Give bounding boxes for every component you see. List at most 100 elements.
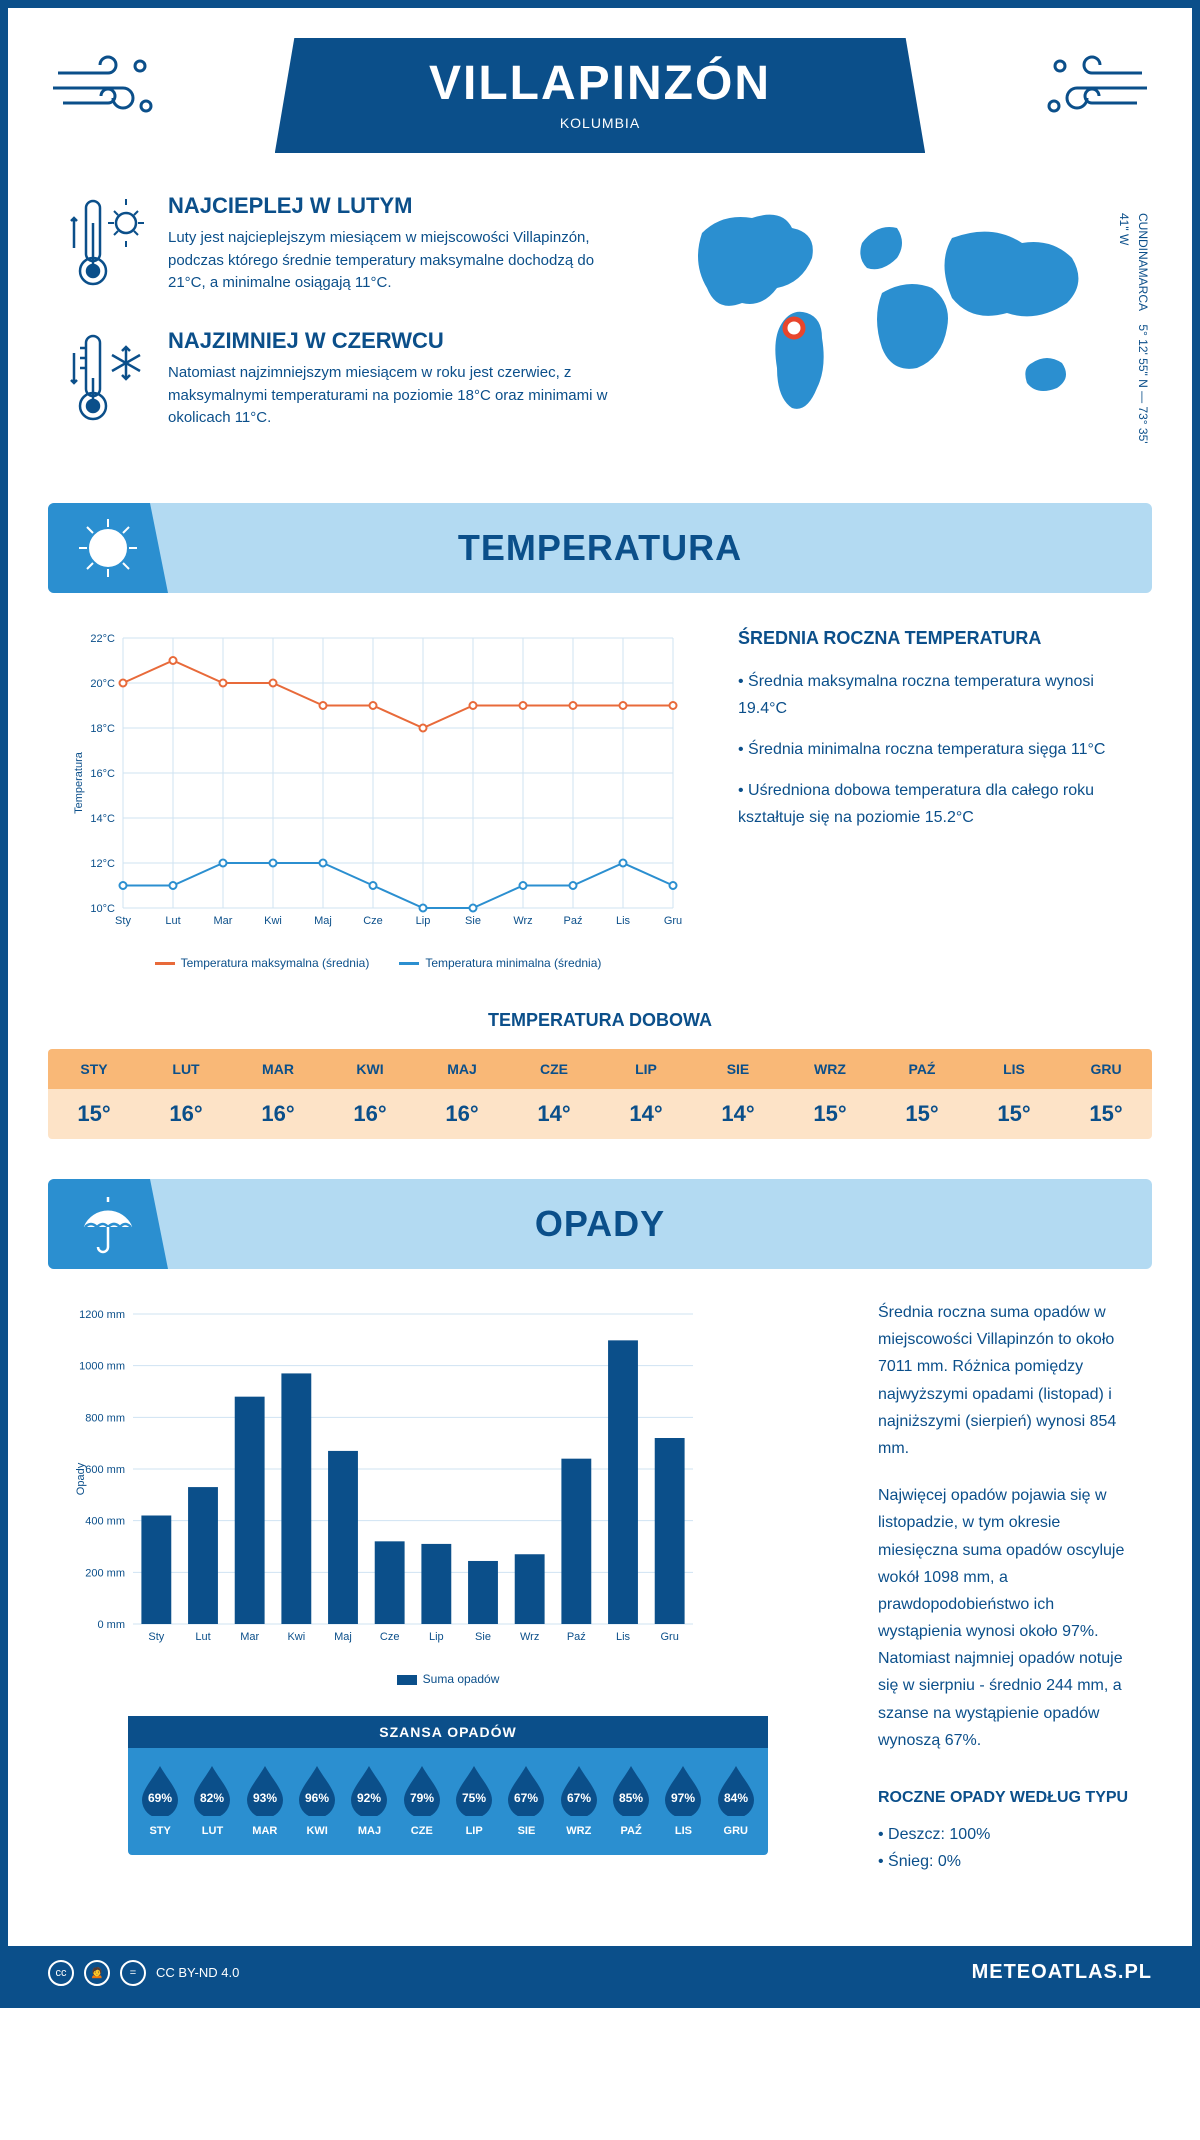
svg-text:600 mm: 600 mm [85, 1464, 125, 1476]
rain-chance-drop: 69%STY [138, 1762, 182, 1837]
svg-text:Paź: Paź [564, 915, 583, 927]
svg-text:79%: 79% [410, 1791, 434, 1805]
svg-text:Gru: Gru [660, 1631, 678, 1643]
precipitation-bar-chart: 0 mm200 mm400 mm600 mm800 mm1000 mm1200 … [68, 1299, 828, 1686]
svg-text:400 mm: 400 mm [85, 1516, 125, 1528]
svg-text:0 mm: 0 mm [98, 1619, 126, 1631]
rain-chance-drop: 79%CZE [400, 1762, 444, 1837]
svg-text:18°C: 18°C [90, 723, 115, 735]
svg-text:200 mm: 200 mm [85, 1567, 125, 1579]
svg-text:Kwi: Kwi [264, 915, 282, 927]
daily-temp-title: TEMPERATURA DOBOWA [8, 1010, 1192, 1031]
svg-text:82%: 82% [200, 1791, 224, 1805]
svg-text:14°C: 14°C [90, 813, 115, 825]
svg-text:96%: 96% [305, 1791, 329, 1805]
sun-icon [48, 503, 168, 593]
warmest-fact: NAJCIEPLEJ W LUTYM Luty jest najcieplejs… [68, 193, 632, 298]
rain-chance-drop: 96%KWI [295, 1762, 339, 1837]
city-title: VILLAPINZÓN [275, 56, 925, 111]
title-banner: VILLAPINZÓN KOLUMBIA [275, 38, 925, 153]
by-icon: 🙍 [84, 1960, 110, 1986]
daily-temp-value: 15° [1060, 1089, 1152, 1139]
temperature-title: TEMPERATURA [168, 527, 1152, 569]
month-header: SIE [692, 1049, 784, 1089]
month-header: KWI [324, 1049, 416, 1089]
temperature-section-header: TEMPERATURA [48, 503, 1152, 593]
daily-temp-value: 16° [416, 1089, 508, 1139]
rain-chance-drop: 67%SIE [504, 1762, 548, 1837]
precipitation-chance: SZANSA OPADÓW 69%STY82%LUT93%MAR96%KWI92… [128, 1716, 768, 1855]
svg-text:10°C: 10°C [90, 903, 115, 915]
daily-temp-value: 15° [784, 1089, 876, 1139]
coldest-title: NAJZIMNIEJ W CZERWCU [168, 328, 632, 354]
svg-text:84%: 84% [724, 1791, 748, 1805]
daily-temp-value: 16° [324, 1089, 416, 1139]
month-header: GRU [1060, 1049, 1152, 1089]
svg-text:Wrz: Wrz [520, 1631, 539, 1643]
svg-text:69%: 69% [148, 1791, 172, 1805]
svg-text:97%: 97% [671, 1791, 695, 1805]
daily-temp-value: 15° [48, 1089, 140, 1139]
month-header: CZE [508, 1049, 600, 1089]
svg-text:Lut: Lut [165, 915, 180, 927]
country-subtitle: KOLUMBIA [275, 115, 925, 131]
svg-text:Maj: Maj [314, 915, 332, 927]
svg-text:67%: 67% [567, 1791, 591, 1805]
svg-text:Lis: Lis [616, 1631, 631, 1643]
svg-text:Maj: Maj [334, 1631, 352, 1643]
thermometer-sun-icon [68, 193, 148, 298]
svg-text:Sie: Sie [465, 915, 481, 927]
svg-text:Sty: Sty [115, 915, 131, 927]
daily-temp-value: 15° [968, 1089, 1060, 1139]
daily-temp-value: 16° [140, 1089, 232, 1139]
license-text: CC BY-ND 4.0 [156, 1965, 239, 1980]
rain-chance-drop: 85%PAŹ [609, 1762, 653, 1837]
month-header: LIS [968, 1049, 1060, 1089]
temperature-line-chart: 10°C12°C14°C16°C18°C20°C22°CStyLutMarKwi… [68, 623, 688, 970]
svg-text:67%: 67% [514, 1791, 538, 1805]
svg-text:93%: 93% [253, 1791, 277, 1805]
rain-chart-legend: Suma opadów [68, 1672, 828, 1686]
month-header: LUT [140, 1049, 232, 1089]
warmest-text: Luty jest najcieplejszym miesiącem w mie… [168, 227, 632, 295]
rain-chance-drop: 67%WRZ [557, 1762, 601, 1837]
svg-text:22°C: 22°C [90, 633, 115, 645]
svg-text:Lip: Lip [429, 1631, 444, 1643]
month-header: MAR [232, 1049, 324, 1089]
svg-text:Sty: Sty [148, 1631, 164, 1643]
rain-chance-drop: 84%GRU [714, 1762, 758, 1837]
precipitation-title: OPADY [168, 1203, 1152, 1245]
world-map: CUNDINAMARCA 5° 12' 55" N — 73° 35' 41" … [672, 193, 1132, 463]
daily-temp-value: 14° [600, 1089, 692, 1139]
temperature-summary: ŚREDNIA ROCZNA TEMPERATURA • Średnia mak… [738, 623, 1132, 970]
svg-text:16°C: 16°C [90, 768, 115, 780]
month-header: MAJ [416, 1049, 508, 1089]
nd-icon: = [120, 1960, 146, 1986]
svg-text:Cze: Cze [380, 1631, 400, 1643]
svg-text:Wrz: Wrz [513, 915, 532, 927]
svg-text:75%: 75% [462, 1791, 486, 1805]
daily-temp-value: 14° [508, 1089, 600, 1139]
daily-temp-value: 15° [876, 1089, 968, 1139]
wind-icon [48, 48, 158, 133]
svg-text:1000 mm: 1000 mm [79, 1361, 125, 1373]
daily-temp-table: STYLUTMARKWIMAJCZELIPSIEWRZPAŹLISGRU 15°… [48, 1049, 1152, 1139]
svg-text:Cze: Cze [363, 915, 383, 927]
rain-chance-drop: 97%LIS [661, 1762, 705, 1837]
precipitation-section-header: OPADY [48, 1179, 1152, 1269]
svg-text:Temperatura: Temperatura [73, 751, 85, 814]
temp-chart-legend: Temperatura maksymalna (średnia) Tempera… [68, 956, 688, 970]
svg-text:20°C: 20°C [90, 678, 115, 690]
svg-text:Lip: Lip [416, 915, 431, 927]
svg-text:Mar: Mar [240, 1631, 259, 1643]
svg-text:Gru: Gru [664, 915, 682, 927]
thermometer-snow-icon [68, 328, 148, 433]
footer: cc 🙍 = CC BY-ND 4.0 METEOATLAS.PL [8, 1946, 1192, 2000]
rain-chance-drop: 82%LUT [190, 1762, 234, 1837]
svg-text:Lut: Lut [195, 1631, 210, 1643]
brand: METEOATLAS.PL [972, 1961, 1152, 1984]
svg-text:Mar: Mar [214, 915, 233, 927]
svg-text:1200 mm: 1200 mm [79, 1309, 125, 1321]
daily-temp-value: 14° [692, 1089, 784, 1139]
svg-text:Paź: Paź [567, 1631, 586, 1643]
